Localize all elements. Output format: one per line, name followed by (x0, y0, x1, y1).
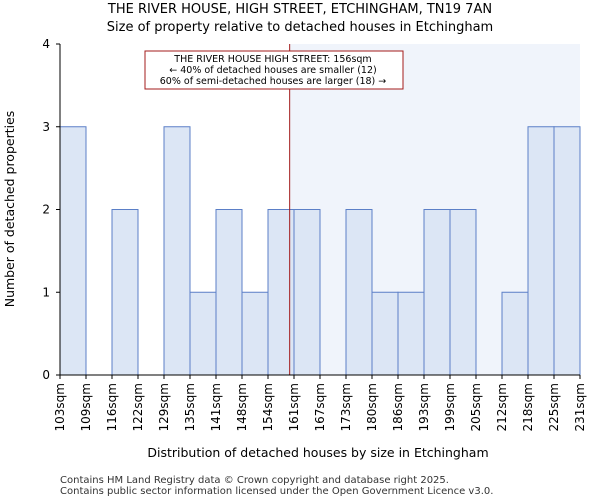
bar (501, 291, 529, 376)
x-tick-label: 161sqm (287, 383, 301, 431)
x-tick-label: 135sqm (183, 383, 197, 431)
y-tick-label: 4 (42, 37, 50, 51)
bar (397, 291, 425, 376)
bar (527, 126, 555, 376)
x-tick-label: 231sqm (573, 383, 587, 431)
x-tick-label: 129sqm (157, 383, 171, 431)
y-tick-label: 0 (42, 368, 50, 382)
x-tick-label: 218sqm (521, 383, 535, 431)
x-tick-label: 212sqm (495, 383, 509, 431)
chart-subtitle: Size of property relative to detached ho… (107, 20, 493, 35)
chart-title: THE RIVER HOUSE, HIGH STREET, ETCHINGHAM… (107, 2, 492, 17)
bar (449, 209, 477, 376)
x-tick-label: 116sqm (105, 383, 119, 431)
bar (215, 209, 243, 376)
x-tick-label: 225sqm (547, 383, 561, 431)
x-tick-label: 154sqm (261, 383, 275, 431)
x-tick-label: 122sqm (131, 383, 145, 431)
y-axis-label: Number of detached properties (2, 111, 17, 308)
x-tick-label: 199sqm (443, 383, 457, 431)
annotation-box: THE RIVER HOUSE HIGH STREET: 156sqm ← 40… (144, 50, 404, 90)
footer-line-2: Contains public sector information licen… (60, 486, 493, 497)
bar (59, 126, 87, 376)
bar (423, 209, 451, 376)
x-tick-label: 167sqm (313, 383, 327, 431)
footer-line-1: Contains HM Land Registry data © Crown c… (60, 475, 449, 486)
bar (111, 209, 139, 376)
x-tick-label: 173sqm (339, 383, 353, 431)
x-tick-label: 180sqm (365, 383, 379, 431)
y-ticks-group: 0 1 2 3 4 (42, 37, 60, 382)
bar (189, 291, 217, 376)
bar (371, 291, 399, 376)
bar (345, 209, 373, 376)
x-tick-label: 148sqm (235, 383, 249, 431)
x-tick-label: 103sqm (53, 383, 67, 431)
annotation-line-1: THE RIVER HOUSE HIGH STREET: 156sqm (173, 54, 371, 65)
bar (241, 291, 269, 376)
y-tick-label: 3 (42, 120, 50, 134)
x-axis-label: Distribution of detached houses by size … (147, 445, 488, 460)
y-tick-label: 1 (42, 285, 50, 299)
x-tick-label: 193sqm (417, 383, 431, 431)
bar (293, 209, 321, 376)
x-tick-label: 186sqm (391, 383, 405, 431)
bars-group (59, 126, 581, 376)
x-tick-label: 205sqm (469, 383, 483, 431)
x-tick-label: 109sqm (79, 383, 93, 431)
bar (553, 126, 581, 376)
x-ticks-group: 103sqm 109sqm 116sqm 122sqm 129sqm 135sqm 141s… (53, 375, 587, 431)
x-tick-label: 141sqm (209, 383, 223, 431)
annotation-line-3: 60% of semi-detached houses are larger (… (160, 76, 387, 87)
bar (163, 126, 191, 376)
annotation-line-2: ← 40% of detached houses are smaller (12… (169, 65, 376, 76)
y-tick-label: 2 (42, 203, 50, 217)
